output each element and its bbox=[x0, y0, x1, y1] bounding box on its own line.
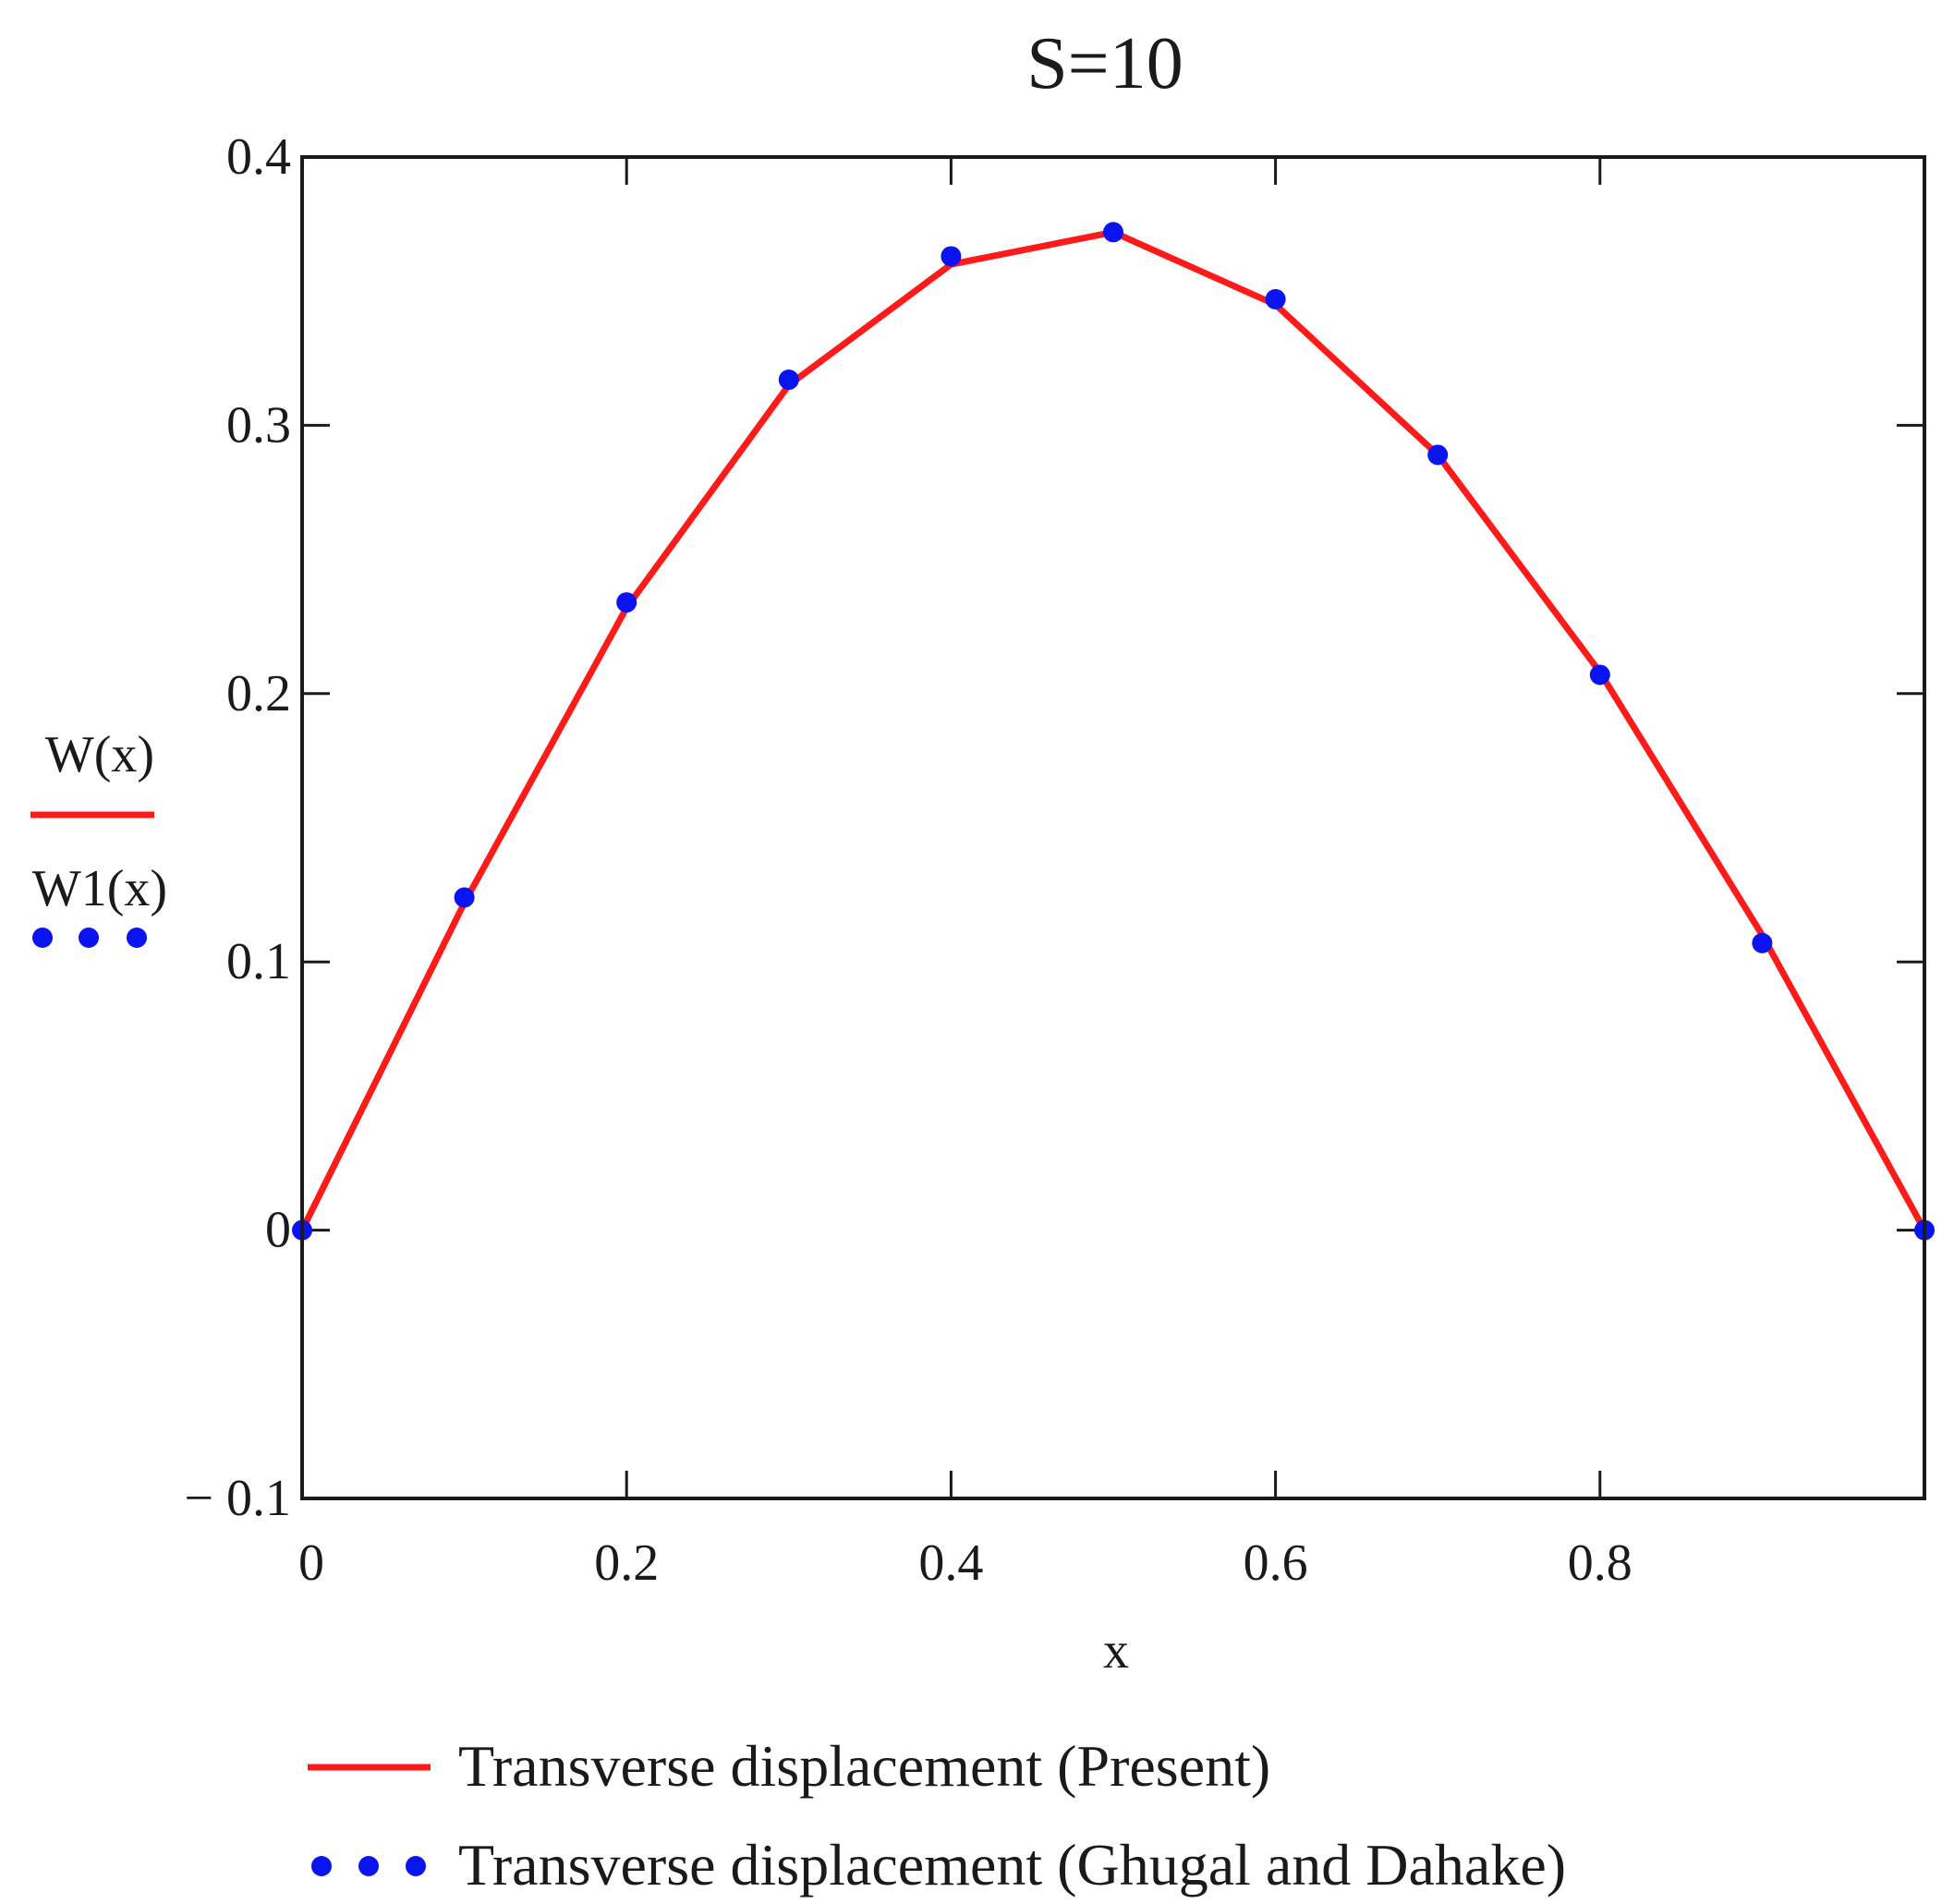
chart-title: S=10 bbox=[1026, 23, 1183, 104]
x-tick-label: 0.8 bbox=[1568, 1534, 1632, 1592]
y-axis-label-dot-swatch bbox=[32, 928, 53, 948]
y-tick-label: 0.4 bbox=[226, 128, 291, 186]
series-layer bbox=[292, 222, 1935, 1241]
data-point-ghugal-dahake bbox=[1427, 444, 1449, 466]
x-tick-label: 0 bbox=[298, 1534, 324, 1592]
data-point-ghugal-dahake bbox=[1589, 664, 1610, 685]
y-axis-label-dot-swatch bbox=[127, 928, 147, 948]
y-tick-label: 0.1 bbox=[226, 933, 291, 990]
legend-swatch-ghugal-dahake bbox=[358, 1856, 379, 1876]
x-axis-label: x bbox=[1103, 1622, 1129, 1680]
y-axis-label-dot-swatch bbox=[79, 928, 99, 948]
y-tick-label: 0 bbox=[265, 1202, 291, 1259]
legend-swatch-ghugal-dahake bbox=[311, 1856, 332, 1876]
legend-swatch-ghugal-dahake bbox=[406, 1856, 426, 1876]
x-tick-label: 0.4 bbox=[918, 1534, 983, 1592]
series-line-present bbox=[298, 228, 1928, 1232]
legend-label-present: Transverse displacement (Present) bbox=[458, 1733, 1270, 1799]
axis-ticks bbox=[300, 155, 1924, 1500]
y-axis-label-series-1: W(x) bbox=[45, 726, 154, 783]
data-point-ghugal-dahake bbox=[778, 370, 799, 391]
data-point-ghugal-dahake bbox=[616, 592, 637, 613]
data-point-ghugal-dahake bbox=[1752, 932, 1773, 953]
y-axis-label-series-2: W1(x) bbox=[32, 860, 167, 917]
x-tick-label: 0.2 bbox=[594, 1534, 659, 1592]
y-axis-label-group: W(x) W1(x) bbox=[30, 726, 167, 948]
y-tick-label: − 0.1 bbox=[184, 1470, 291, 1527]
data-point-ghugal-dahake bbox=[1265, 288, 1286, 309]
y-tick-label: 0.3 bbox=[226, 396, 291, 454]
data-point-ghugal-dahake bbox=[454, 887, 475, 908]
legend: Transverse displacement (Present) Transv… bbox=[308, 1733, 1566, 1898]
plot-frame bbox=[300, 155, 1926, 1500]
data-point-ghugal-dahake bbox=[941, 246, 962, 267]
y-tick-label: 0.2 bbox=[226, 665, 291, 722]
axis-tick-labels: 0 0.2 0.4 0.6 0.8− 0.100.10.20.30.4 bbox=[184, 128, 1632, 1592]
x-tick-label: 0.6 bbox=[1244, 1534, 1308, 1592]
data-point-ghugal-dahake bbox=[1103, 222, 1123, 243]
legend-label-ghugal-dahake: Transverse displacement (Ghugal and Daha… bbox=[458, 1832, 1566, 1898]
